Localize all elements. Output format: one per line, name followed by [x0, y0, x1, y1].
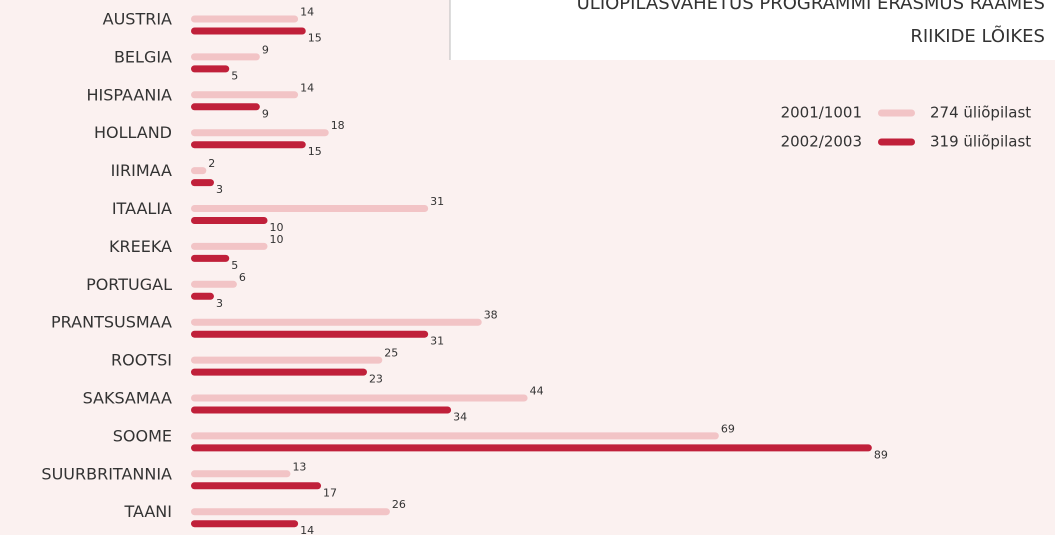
- category-label: SAKSAMAA: [83, 389, 172, 408]
- value-label: 3: [216, 297, 223, 310]
- bar: [191, 432, 719, 440]
- value-label: 34: [453, 411, 467, 424]
- category-label: HISPAANIA: [87, 85, 173, 104]
- value-label: 25: [384, 347, 398, 360]
- value-label: 15: [308, 145, 322, 158]
- chart-title: ÜLIÕPILASVAHETUS PROGRAMMI ERASMUS RAAME…: [577, 0, 1045, 14]
- value-label: 9: [262, 43, 269, 56]
- category-label: SUURBRITANNIA: [41, 464, 172, 483]
- bar: [191, 27, 306, 35]
- value-label: 2: [208, 157, 215, 170]
- value-label: 31: [430, 195, 444, 208]
- chart-subtitle: RIIKIDE LÕIKES: [910, 25, 1045, 47]
- category-label: HOLLAND: [94, 123, 172, 142]
- bar: [191, 280, 237, 288]
- category-label: KREEKA: [109, 237, 172, 256]
- bar: [191, 217, 268, 224]
- bar: [191, 330, 429, 338]
- bar: [191, 167, 207, 175]
- bar: [191, 394, 528, 402]
- category-label: IIRIMAA: [111, 161, 172, 180]
- value-label: 6: [239, 271, 246, 284]
- legend-total: 274 üliõpilast: [930, 104, 1031, 122]
- value-label: 14: [300, 81, 314, 94]
- bar: [191, 129, 329, 137]
- value-label: 44: [530, 385, 544, 398]
- title-panel: [450, 0, 1055, 60]
- category-label: TAANI: [123, 502, 172, 521]
- bar: [191, 520, 299, 528]
- value-label: 10: [270, 233, 284, 246]
- value-label: 23: [369, 373, 383, 386]
- value-label: 69: [721, 422, 735, 435]
- value-label: 5: [231, 259, 238, 272]
- bar: [191, 356, 383, 364]
- value-label: 18: [331, 119, 345, 132]
- category-label: AUSTRIA: [103, 10, 172, 29]
- value-label: 5: [231, 69, 238, 82]
- bar: [191, 254, 230, 262]
- bar: [191, 179, 214, 187]
- bar: [191, 53, 260, 61]
- bar: [191, 242, 268, 250]
- value-label: 13: [292, 460, 306, 473]
- category-label: ITAALIA: [112, 199, 172, 218]
- value-label: 14: [300, 524, 314, 535]
- value-label: 10: [270, 221, 284, 234]
- value-label: 26: [392, 498, 406, 511]
- category-label: BELGIA: [114, 47, 172, 66]
- legend-label: 2002/2003: [781, 133, 862, 151]
- bar: [191, 318, 482, 326]
- bar: [191, 15, 299, 23]
- legend-label: 2001/1001: [781, 104, 862, 122]
- value-label: 3: [216, 183, 223, 196]
- legend-swatch: [878, 138, 915, 146]
- bar: [191, 444, 872, 452]
- bar: [191, 205, 429, 212]
- category-label: SOOME: [113, 426, 172, 445]
- bar: [191, 103, 260, 111]
- value-label: 31: [430, 335, 444, 348]
- value-label: 38: [484, 309, 498, 322]
- value-label: 14: [300, 6, 314, 19]
- value-label: 9: [262, 107, 269, 120]
- category-label: PRANTSUSMAA: [51, 313, 172, 332]
- bar: [191, 406, 452, 414]
- value-label: 15: [308, 32, 322, 45]
- bar: [191, 470, 291, 478]
- bar: [191, 508, 390, 516]
- legend-swatch: [878, 109, 915, 117]
- bar: [191, 65, 230, 73]
- bar: [191, 368, 367, 376]
- value-label: 17: [323, 486, 337, 499]
- value-label: 89: [874, 448, 888, 461]
- legend-total: 319 üliõpilast: [930, 133, 1031, 151]
- bar: [191, 91, 299, 99]
- bar: [191, 141, 306, 149]
- bar: [191, 292, 214, 300]
- category-label: ROOTSI: [111, 351, 172, 370]
- category-label: PORTUGAL: [86, 275, 172, 294]
- bar: [191, 482, 322, 490]
